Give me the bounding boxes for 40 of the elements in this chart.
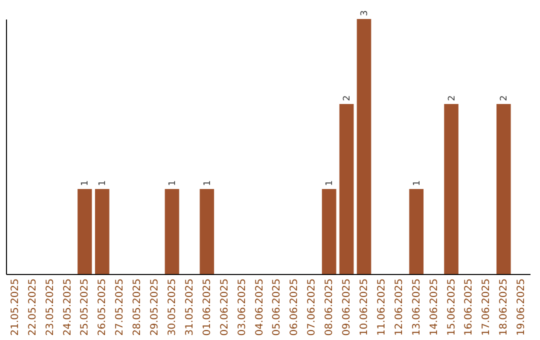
x-tick-label: 24.05.2025 [62, 278, 74, 336]
data-label: 1 [98, 180, 108, 186]
x-tick-label: 16.06.2025 [464, 278, 475, 336]
x-tick-label: 09.06.2025 [342, 278, 353, 336]
x-tick-label: 10.06.2025 [359, 278, 370, 336]
x-tick-label: 14.06.2025 [428, 278, 440, 336]
data-label: 1 [202, 180, 213, 186]
x-tick-label: 21.05.2025 [10, 278, 21, 336]
data-label: 2 [500, 95, 510, 101]
x-tick-label: 30.05.2025 [166, 278, 178, 336]
x-tick-label: 08.06.2025 [324, 278, 336, 336]
x-tick-label: 05.06.2025 [272, 278, 283, 336]
x-tick-label: 19.06.2025 [516, 278, 528, 336]
data-label: 1 [412, 180, 422, 186]
data-label: 1 [168, 180, 178, 186]
x-tick-label: 13.06.2025 [411, 278, 422, 336]
x-tick-label: 11.06.2025 [376, 278, 388, 336]
x-tick-label: 25.05.2025 [80, 278, 91, 336]
x-tick-label: 22.05.2025 [27, 278, 38, 336]
x-tick-label: 06.06.2025 [289, 278, 300, 336]
x-tick-label: 17.06.2025 [481, 278, 492, 336]
x-tick-label: 12.06.2025 [394, 278, 405, 336]
data-label: 1 [80, 180, 91, 186]
data-label: 1 [325, 180, 336, 186]
x-tick-label: 01.06.2025 [202, 278, 213, 336]
x-tick-label: 28.05.2025 [132, 278, 144, 336]
x-tick-label: 26.05.2025 [97, 278, 108, 336]
x-tick-label: 07.06.2025 [306, 278, 318, 336]
x-tick-label: 27.05.2025 [114, 278, 126, 336]
x-tick-label: 31.05.2025 [184, 278, 196, 336]
data-label: 2 [447, 95, 458, 101]
x-tick-label: 15.06.2025 [446, 278, 458, 336]
x-tick-label: 23.05.2025 [44, 278, 56, 336]
x-tick-label: 02.06.2025 [219, 278, 230, 336]
data-label: 3 [360, 10, 370, 16]
data-label: 2 [342, 95, 353, 101]
x-tick-label: 03.06.2025 [236, 278, 248, 336]
x-tick-label: 29.05.2025 [150, 278, 161, 336]
x-tick-label: 18.06.2025 [498, 278, 510, 336]
x-tick-label: 04.06.2025 [254, 278, 266, 336]
